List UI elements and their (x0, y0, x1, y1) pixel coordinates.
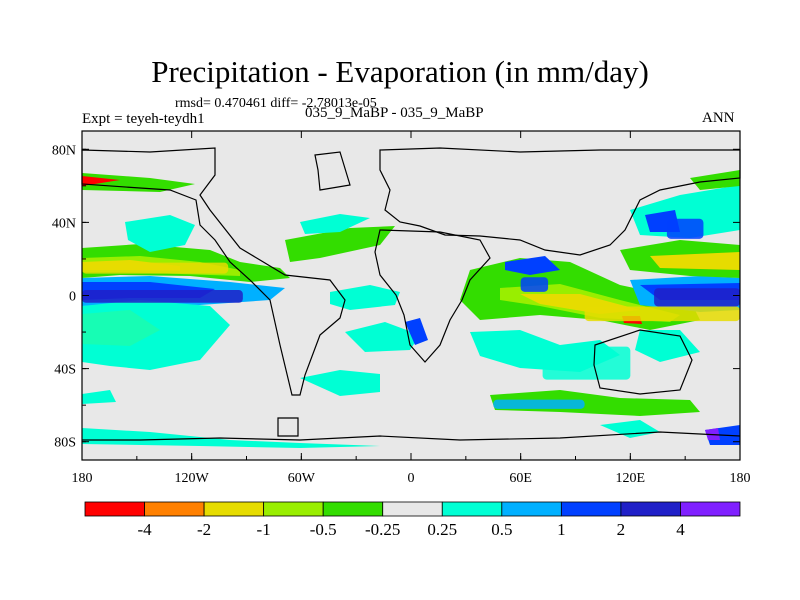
x-axis: 180 120W 60W 0 60E 120E 180 (72, 131, 751, 486)
colorbar-label: -1 (257, 520, 271, 539)
field-blob (125, 215, 195, 252)
colorbar-swatch (680, 501, 741, 517)
x-tick-label: 180 (730, 471, 751, 486)
data-regions (82, 218, 740, 409)
region-s-pacific-moist (82, 306, 201, 347)
colorbar-label: 0.25 (427, 520, 457, 539)
colorbar-label: -4 (137, 520, 152, 539)
region-eq-pacific-east-dry (82, 290, 243, 303)
colorbar-swatch (322, 501, 384, 517)
colorbar-label: 1 (557, 520, 566, 539)
season-label: ANN (702, 110, 735, 126)
field-blob (82, 173, 195, 192)
y-tick-label: 0 (69, 290, 76, 305)
coastlines (81, 147, 741, 441)
field-blob (505, 256, 560, 275)
plot-area (81, 130, 741, 461)
colorbar-swatch (203, 501, 265, 517)
region-se-pacific-wet (584, 306, 740, 322)
colorbar-swatch (501, 501, 562, 517)
colorbar-swatch (144, 501, 205, 517)
x-tick-label: 60E (509, 471, 532, 486)
field-blob (650, 252, 740, 270)
colorbar: -4 -2 -1 -0.5 -0.25 0.25 0.5 1 2 4 (84, 501, 741, 539)
coastline-island (277, 417, 299, 437)
colorbar-label: -0.5 (310, 520, 337, 539)
y-tick-label: 80N (52, 143, 76, 158)
region-n-atlantic-trade (82, 262, 229, 274)
field-blob (405, 318, 428, 345)
x-tick-label: 180 (72, 471, 93, 486)
field-blob (705, 428, 720, 440)
colorbar-label: -0.25 (365, 520, 400, 539)
field-blob (285, 226, 395, 262)
chart-subtitle: 035_9_MaBP - 035_9_MaBP (305, 105, 484, 121)
field-blob (330, 285, 400, 310)
stats-text: rmsd= 0.470461 diff= -2.78013e-05 (175, 96, 377, 111)
y-tick-label: 40S (54, 363, 76, 378)
colorbar-swatch (84, 501, 145, 517)
colorbar-swatch (560, 501, 622, 517)
region-southern-ocean-band (493, 399, 585, 409)
field-blob (300, 214, 370, 234)
coastline-americas (81, 147, 346, 396)
coastline-africa (374, 229, 491, 363)
field-blob (635, 330, 700, 362)
colorbar-swatch (263, 501, 324, 517)
region-n-pacific-storm (666, 218, 704, 239)
field-blob (345, 322, 420, 352)
y-axis: 80N 40N 0 40S 80S (52, 143, 740, 451)
colorbar-label: 0.5 (491, 520, 512, 539)
field-blob (82, 428, 380, 448)
region-eq-pacific-west-dry (654, 288, 740, 307)
x-tick-label: 0 (408, 471, 415, 486)
colorbar-label: 2 (617, 520, 626, 539)
x-tick-label: 120E (616, 471, 646, 486)
colorbar-swatch (382, 501, 443, 517)
colorbar-swatch (620, 501, 681, 517)
region-indian-ocean-dry (520, 277, 549, 292)
chart-title: Precipitation - Evaporation (in mm/day) (151, 54, 649, 89)
coastline-greenland (314, 151, 351, 191)
y-tick-label: 40N (52, 216, 76, 231)
coastline-antarctica (82, 431, 741, 441)
colorbar-label: 4 (676, 520, 685, 539)
field-blob (82, 176, 120, 186)
region-s-indian-moist (542, 346, 631, 380)
experiment-label: Expt = teyeh-teydh1 (82, 111, 205, 127)
field-blob (300, 370, 380, 396)
x-tick-label: 60W (288, 471, 316, 486)
colorbar-swatch (441, 501, 503, 517)
coastline-eurasia (379, 147, 741, 256)
coastline-australia (593, 329, 693, 395)
x-tick-label: 120W (175, 471, 210, 486)
field-blob (82, 390, 116, 404)
colorbar-label: -2 (197, 520, 211, 539)
y-tick-label: 80S (54, 436, 76, 451)
field-blob (490, 390, 700, 416)
